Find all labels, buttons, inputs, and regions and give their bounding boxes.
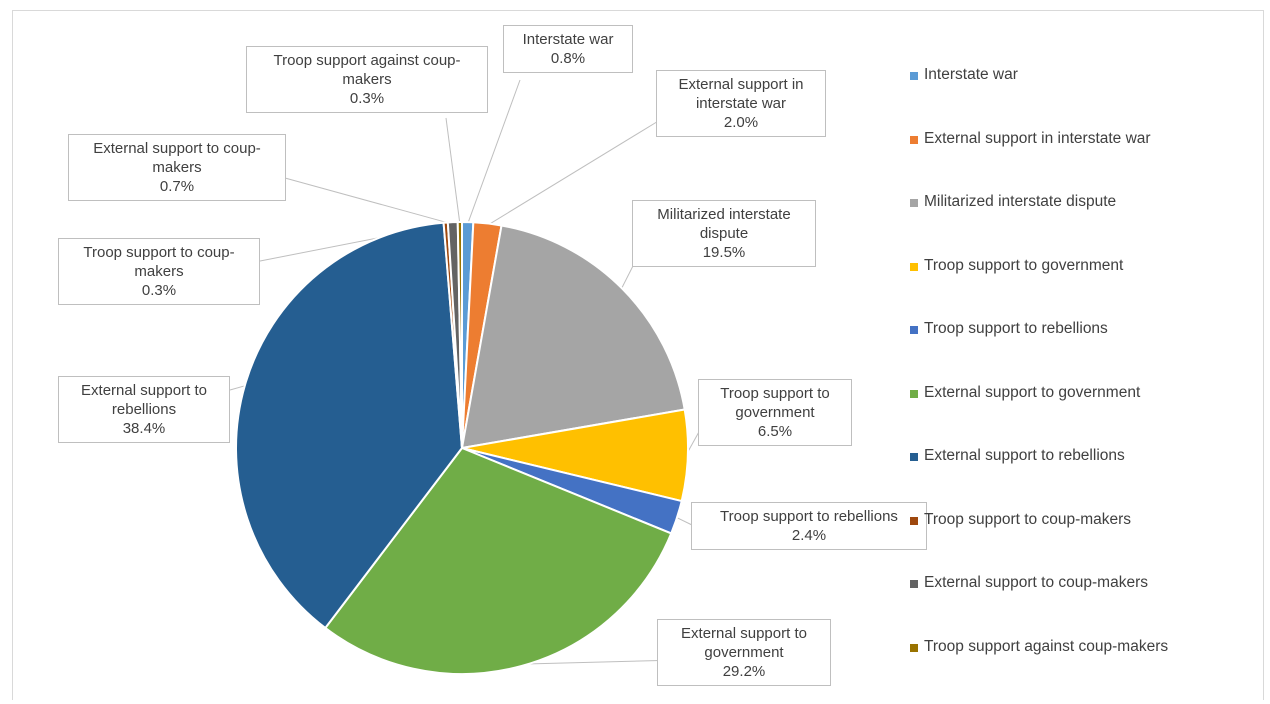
leader-line: [284, 177, 454, 225]
data-label-percent: 19.5%: [702, 244, 746, 261]
legend-label: External support to rebellions: [924, 447, 1125, 464]
pie-slice-external-support-to-government: [323, 446, 673, 675]
legend-swatch: [910, 516, 918, 525]
data-label-name: Interstate war: [522, 31, 614, 48]
legend-item: External support in interstate war: [910, 130, 1260, 194]
data-label-name: External support to government: [681, 625, 807, 661]
legend-item: Troop support to coup-makers: [910, 511, 1260, 575]
legend-swatch: [910, 199, 918, 207]
data-label-percent: 6.5%: [757, 423, 793, 440]
data-label-troop-support-coup-makers: Troop support to coup-makers 0.3%: [58, 238, 260, 305]
data-label-percent: 0.7%: [159, 178, 195, 195]
legend-label: Interstate war: [924, 66, 1018, 83]
legend-item: External support to rebellions: [910, 447, 1260, 511]
legend-item: External support to coup-makers: [910, 574, 1260, 638]
legend-label: Troop support to rebellions: [924, 320, 1108, 337]
data-label-external-support-government: External support to government 29.2%: [657, 619, 831, 686]
legend-swatch: [910, 389, 918, 398]
leader-lines: [229, 79, 701, 665]
data-label-name: External support to rebellions: [81, 382, 207, 418]
data-label-troop-support-government: Troop support to government 6.5%: [698, 379, 852, 446]
data-label-percent: 29.2%: [722, 663, 766, 680]
leader-line: [445, 117, 461, 225]
data-label-troop-support-against-coup-makers: Troop support against coup-makers 0.3%: [246, 46, 488, 113]
legend-label: External support to coup-makers: [924, 574, 1148, 591]
legend-label: Militarized interstate dispute: [924, 193, 1117, 210]
chart-area: [12, 10, 1264, 700]
legend-swatch: [910, 580, 918, 588]
legend-swatch: [910, 453, 918, 461]
data-label-percent: 2.4%: [791, 527, 827, 544]
data-label-militarized-interstate-dispute: Militarized interstate dispute 19.5%: [632, 200, 816, 267]
data-label-name: Militarized interstate dispute: [657, 206, 791, 242]
data-label-percent: 0.3%: [141, 282, 177, 299]
legend-swatch: [910, 643, 918, 652]
legend-label: Troop support to government: [924, 256, 1124, 274]
pie-slice-militarized-interstate-dispute: [460, 224, 686, 450]
legend-label: External support to government: [924, 383, 1141, 401]
data-label-interstate-war: Interstate war 0.8%: [503, 25, 633, 73]
legend-item: Troop support to government: [910, 257, 1260, 321]
legend-swatch: [910, 326, 918, 334]
legend-label: Troop support to coup-makers: [924, 510, 1132, 528]
pie-slices: [235, 220, 689, 675]
data-label-name: Troop support to rebellions: [720, 508, 898, 525]
data-label-external-support-interstate-war: External support in interstate war 2.0%: [656, 70, 826, 137]
legend-item: Troop support to rebellions: [910, 320, 1260, 384]
pie-slice-troop-support-against-coup-makers: [456, 220, 463, 449]
legend-item: Troop support against coup-makers: [910, 638, 1260, 702]
legend-label: Troop support against coup-makers: [924, 637, 1169, 655]
data-label-external-support-coup-makers: External support to coup-makers 0.7%: [68, 134, 286, 201]
leader-line: [674, 516, 693, 526]
data-label-external-support-rebellions: External support to rebellions 38.4%: [58, 376, 230, 443]
leader-line: [520, 659, 681, 665]
data-label-percent: 38.4%: [122, 420, 166, 437]
data-label-name: Troop support to coup-makers: [83, 244, 235, 280]
data-label-percent: 2.0%: [723, 114, 759, 131]
data-label-name: Troop support against coup-makers: [273, 52, 461, 88]
leader-line: [487, 119, 661, 226]
legend-item: External support to government: [910, 384, 1260, 448]
legend-item: Militarized interstate dispute: [910, 193, 1260, 257]
legend-swatch: [910, 72, 918, 80]
data-label-name: External support to coup-makers: [93, 140, 261, 176]
pie-slice-external-support-to-rebellions: [235, 221, 464, 630]
legend-label: External support in interstate war: [924, 129, 1151, 147]
data-label-percent: 0.3%: [349, 90, 385, 107]
legend-item: Interstate war: [910, 66, 1260, 130]
data-label-name: External support in interstate war: [678, 76, 804, 112]
leader-line: [467, 79, 521, 225]
legend-swatch: [910, 135, 918, 144]
data-label-troop-support-rebellions: Troop support to rebellions 2.4%: [691, 502, 927, 550]
legend-swatch: [910, 262, 918, 271]
data-label-percent: 0.8%: [550, 50, 586, 67]
data-label-name: Troop support to government: [720, 385, 830, 421]
legend: Interstate war External support in inter…: [910, 66, 1260, 701]
